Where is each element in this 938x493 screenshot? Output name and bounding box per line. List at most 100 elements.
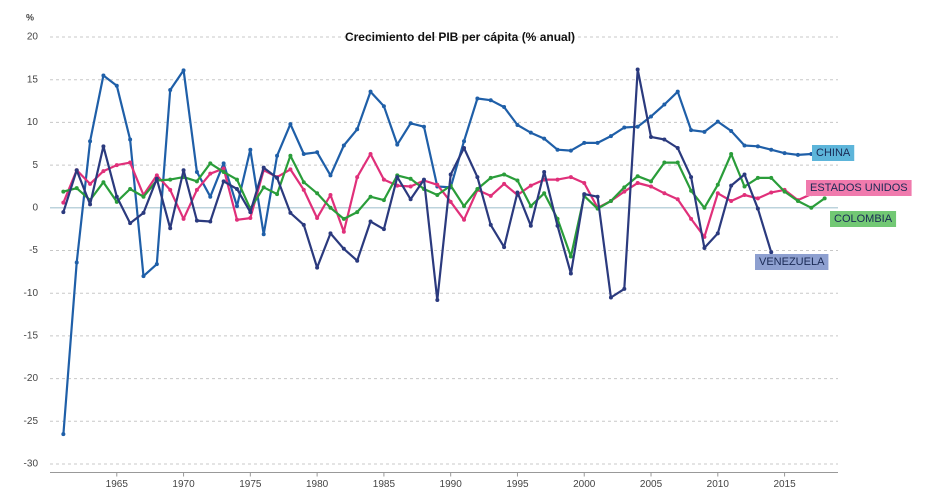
data-point: [368, 89, 373, 94]
grid: [50, 36, 838, 477]
data-point: [341, 143, 346, 148]
data-point: [421, 177, 426, 182]
data-point: [662, 191, 667, 196]
data-point: [341, 229, 346, 234]
data-point: [702, 129, 707, 134]
data-point: [462, 217, 467, 222]
data-point: [301, 187, 306, 192]
data-point: [755, 196, 760, 201]
data-point: [221, 166, 226, 171]
series-line: [62, 69, 825, 435]
data-point: [341, 246, 346, 251]
data-point: [194, 179, 199, 184]
data-point: [769, 190, 774, 195]
data-point: [61, 200, 66, 205]
data-point: [742, 184, 747, 189]
data-point: [381, 177, 386, 182]
data-point: [168, 87, 173, 92]
data-point: [101, 169, 106, 174]
data-point: [689, 128, 694, 133]
data-point: [208, 161, 213, 166]
data-point: [568, 148, 573, 153]
series-label: COLOMBIA: [834, 213, 893, 225]
data-point: [515, 122, 520, 127]
data-point: [568, 175, 573, 180]
data-point: [488, 222, 493, 227]
data-point: [355, 210, 360, 215]
data-point: [88, 202, 93, 207]
data-point: [542, 191, 547, 196]
data-point: [88, 181, 93, 186]
series-line: [62, 152, 826, 238]
data-point: [301, 180, 306, 185]
data-point: [675, 146, 680, 151]
data-point: [128, 137, 133, 142]
data-point: [101, 180, 106, 185]
data-point: [502, 105, 507, 110]
data-point: [221, 169, 226, 174]
data-point: [261, 232, 266, 237]
data-point: [515, 190, 520, 195]
data-point: [729, 128, 734, 133]
data-point: [248, 216, 253, 221]
x-tick-label: 1995: [506, 479, 529, 490]
data-point: [234, 204, 239, 209]
data-point: [194, 218, 199, 223]
data-point: [275, 192, 280, 197]
data-point: [689, 175, 694, 180]
data-point: [742, 143, 747, 148]
series-label: ESTADOS UNIDOS: [810, 182, 908, 194]
data-point: [194, 187, 199, 192]
data-point: [74, 260, 79, 265]
data-point: [288, 153, 293, 158]
data-point: [328, 231, 333, 236]
data-point: [435, 193, 440, 197]
data-point: [221, 161, 226, 166]
data-point: [261, 185, 266, 190]
data-point: [315, 216, 320, 221]
y-tick-label: -25: [24, 416, 39, 427]
data-point: [435, 298, 440, 303]
data-point: [715, 231, 720, 236]
data-point: [248, 210, 253, 215]
data-point: [168, 177, 173, 182]
data-point: [234, 187, 239, 192]
data-point: [689, 216, 694, 221]
data-point: [702, 205, 707, 210]
data-point: [448, 199, 453, 204]
data-point: [782, 151, 787, 156]
data-point: [61, 189, 66, 194]
data-point: [221, 179, 226, 184]
data-point: [555, 147, 560, 152]
data-point: [368, 194, 373, 199]
data-point: [755, 175, 760, 180]
data-point: [689, 188, 694, 193]
data-point: [421, 124, 426, 129]
data-point: [635, 181, 640, 186]
data-point: [154, 173, 159, 178]
data-point: [114, 163, 119, 168]
x-tick-label: 2005: [640, 479, 663, 490]
y-tick-label: -20: [24, 373, 39, 384]
data-point: [475, 96, 480, 101]
data-point: [74, 168, 79, 173]
data-point: [675, 160, 680, 165]
data-point: [234, 217, 239, 222]
data-point: [381, 227, 386, 232]
data-point: [595, 194, 600, 199]
data-point: [208, 219, 213, 224]
data-point: [608, 198, 613, 203]
data-point: [168, 226, 173, 231]
data-point: [435, 182, 440, 187]
data-point: [595, 140, 600, 145]
data-point: [715, 119, 720, 124]
y-tick-label: -10: [24, 288, 39, 299]
data-point: [555, 223, 560, 228]
x-tick-label: 1985: [373, 479, 396, 490]
data-point: [742, 172, 747, 177]
data-point: [328, 205, 333, 210]
data-point: [315, 265, 320, 270]
data-point: [181, 168, 186, 173]
data-point: [795, 198, 800, 203]
